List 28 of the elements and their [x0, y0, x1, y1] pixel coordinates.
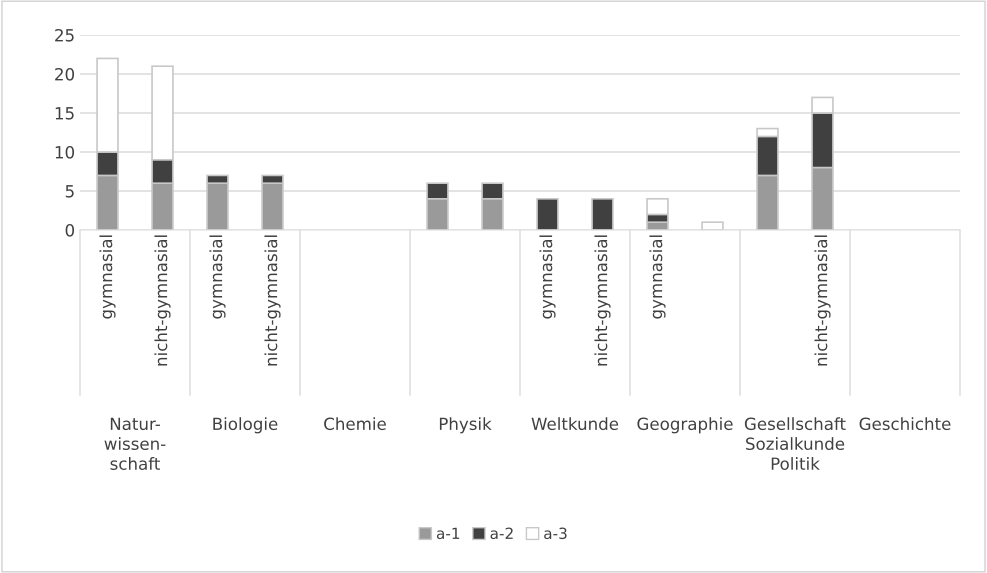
- y-tick-label: 25: [55, 28, 74, 42]
- text: Biologie: [213, 417, 278, 434]
- y-tick-label: 5: [66, 185, 74, 198]
- x-tick-label: gymnasial: [209, 235, 226, 319]
- bar: [701, 221, 724, 230]
- y-tick-label: 15: [56, 107, 74, 120]
- x-tick-label: gymnasial: [649, 235, 666, 319]
- x-tick-label: gymnasial: [99, 235, 116, 319]
- bar: [591, 198, 614, 230]
- y-tick-label: 0: [66, 224, 74, 237]
- y-tick-label: 10: [56, 146, 74, 159]
- text: Physik: [440, 417, 492, 434]
- bar: [536, 198, 559, 230]
- text: Gesellschaft Sozialkunde Politik: [744, 417, 846, 470]
- legend-label: a-1: [436, 528, 460, 540]
- text: Chemie: [324, 417, 386, 430]
- text: Geschichte: [860, 417, 950, 430]
- x-tick-label: gymnasial: [539, 235, 556, 319]
- x-tick-label: nicht-gymnasial: [264, 235, 281, 366]
- legend-label: a-2: [490, 528, 513, 540]
- text: Natur- wissen- schaft: [104, 418, 166, 470]
- y-tick-label: 20: [55, 68, 74, 81]
- x-tick-label: nicht-gymnasial: [594, 235, 611, 366]
- x-tick-label: nicht-gymnasial: [154, 235, 171, 366]
- text: Geographie: [637, 417, 733, 434]
- legend-label: a-3: [544, 528, 567, 540]
- x-tick-label: nicht-gymnasial: [814, 235, 831, 366]
- text: Weltkunde: [532, 417, 618, 430]
